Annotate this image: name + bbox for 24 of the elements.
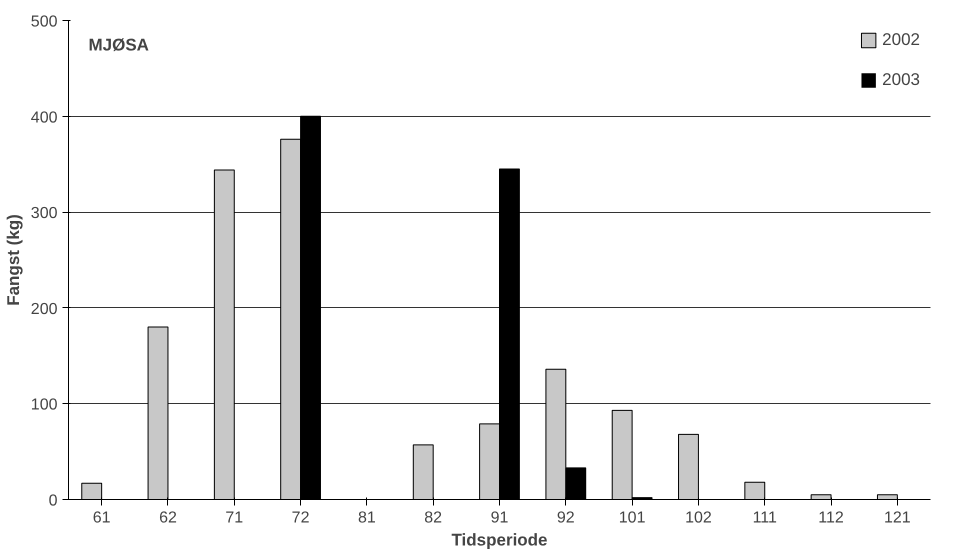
y-tick-label: 100 [30, 396, 58, 414]
x-tick-label: 62 [159, 510, 177, 526]
y-tick-label: 0 [48, 492, 58, 510]
x-axis-title: Tidsperiode [451, 530, 548, 550]
x-tick-label: 121 [884, 510, 911, 526]
x-tick-label: 72 [292, 510, 310, 526]
y-axis-title: Fangst (kg) [4, 214, 23, 306]
x-tick-label: 82 [424, 510, 442, 526]
y-tick-label: 400 [30, 109, 58, 126]
x-tick-label: 71 [225, 510, 244, 526]
x-tick-label: 92 [556, 510, 575, 526]
y-tick-label: 500 [30, 14, 58, 30]
x-tick-label: 112 [818, 510, 844, 526]
legend-label: 2003 [882, 70, 920, 90]
y-tick-label: 300 [30, 205, 58, 222]
x-tick-label: 101 [618, 510, 646, 526]
legend-label: 2002 [882, 30, 920, 50]
y-tick-label: 200 [30, 300, 58, 318]
x-tick-label: 111 [752, 510, 777, 526]
x-tick-label: 81 [358, 510, 376, 526]
x-tick-label: 102 [685, 510, 712, 526]
x-tick-label: 91 [490, 510, 508, 526]
text: MJØSA [88, 36, 149, 54]
x-tick-label: 61 [92, 510, 111, 526]
